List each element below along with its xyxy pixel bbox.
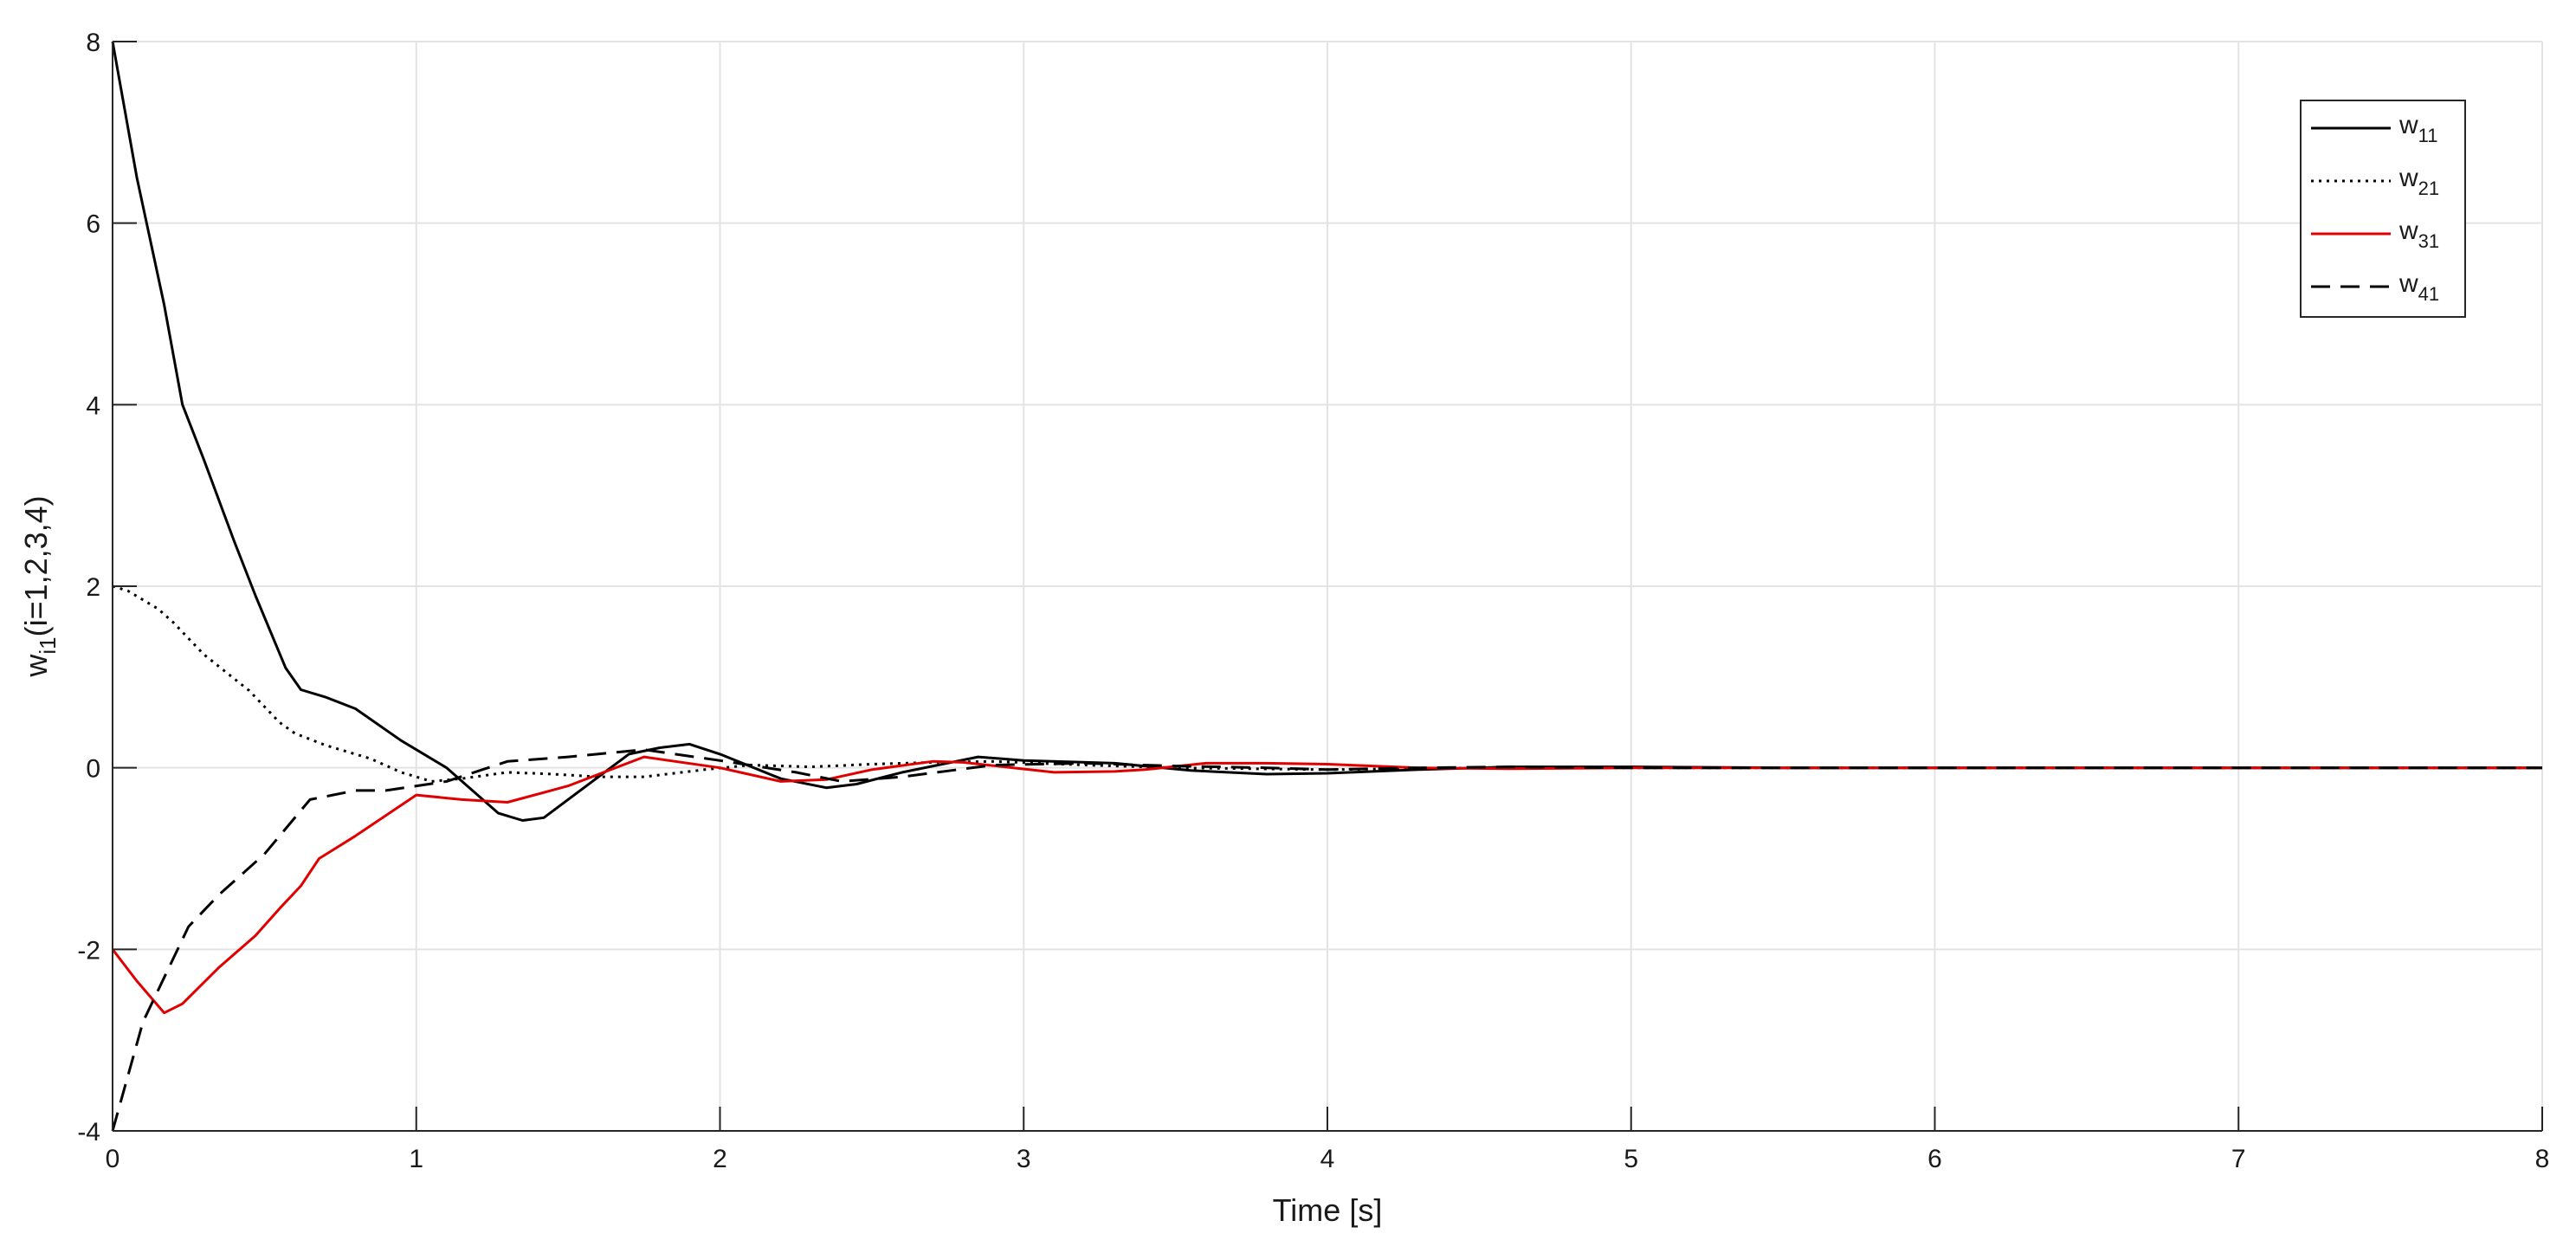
x-tick-label: 1	[409, 1145, 423, 1173]
x-tick-label: 8	[2535, 1145, 2550, 1173]
legend-label-sub: 11	[2418, 125, 2438, 146]
y-axis-label: wi1(i=1,2,3,4)	[18, 495, 61, 677]
x-tick-label: 6	[1927, 1145, 1942, 1173]
series-line-w31	[111, 755, 2542, 1015]
y-tick-label: -4	[77, 1118, 100, 1146]
legend-label-main: w	[2398, 269, 2418, 298]
legend-label-sub: 21	[2418, 178, 2439, 199]
legend-label: w41	[2398, 269, 2439, 305]
axes	[112, 41, 2543, 1132]
y-axis-label-rest: (i=1,2,3,4)	[18, 495, 54, 636]
y-tick-label: 2	[86, 573, 100, 602]
series-line-w11	[111, 41, 2542, 822]
series-layer	[111, 41, 2542, 1132]
y-tick-label: -2	[77, 936, 100, 965]
legend-label-sub: 31	[2418, 230, 2439, 252]
x-tick-label: 0	[106, 1145, 120, 1173]
y-axis-label-main: w	[18, 654, 54, 678]
x-tick-label: 2	[713, 1145, 727, 1173]
x-tick-label: 5	[1624, 1145, 1638, 1173]
legend-label-main: w	[2398, 216, 2418, 245]
x-tick-label: 4	[1320, 1145, 1335, 1173]
x-axis-label: Time [s]	[1273, 1192, 1383, 1228]
y-tick-label: 0	[86, 755, 100, 784]
x-tick-label: 7	[2231, 1145, 2246, 1173]
legend-label: w31	[2398, 216, 2439, 252]
tick-labels: 0 1 2 3 4 5 6 7 8 -4 -2 0 2 4 6 8	[77, 29, 2549, 1173]
series-line-w41	[111, 748, 2542, 1132]
legend-label: w11	[2398, 111, 2438, 146]
x-tick-label: 3	[1017, 1145, 1031, 1173]
y-tick-label: 6	[86, 210, 100, 239]
y-axis-label-sub: i1	[35, 636, 61, 654]
legend-label-sub: 41	[2418, 283, 2439, 305]
legend-label-main: w	[2398, 164, 2418, 192]
legend-label-main: w	[2398, 111, 2418, 139]
legend-label: w21	[2398, 164, 2439, 199]
y-tick-label: 8	[86, 29, 100, 57]
y-tick-label: 4	[86, 391, 100, 420]
legend-box	[2300, 100, 2466, 318]
